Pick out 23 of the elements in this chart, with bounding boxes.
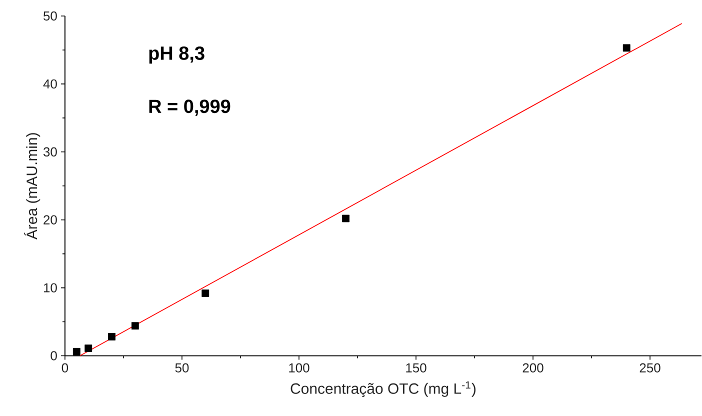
y-axis-title: Área (mAU.min) [24,133,40,240]
point [202,290,210,298]
annotation: pH 8,3 [149,46,204,64]
point [131,322,139,330]
annotation: R = 0,999 [149,100,230,116]
x-axis-title: Concentração OTC (mg L$^{-1}$) [290,381,476,398]
x-tick-label: 150 [406,363,426,373]
x-tick-label: 250 [640,363,660,373]
point [84,344,92,352]
point [342,214,350,222]
x-tick-label: 0 [62,363,68,373]
y-tick-label: 40 [43,79,57,89]
y-tick-label: 10 [44,283,57,293]
point [108,333,116,341]
x-tick-label: 50 [175,363,189,373]
y-tick-label: 30 [43,147,57,157]
y-tick-label: 0 [50,351,57,360]
y-tick-label: 20 [44,215,57,225]
x-tick-label: 100 [289,363,310,373]
point [622,44,630,52]
y-tick-label: 50 [43,12,57,21]
point [72,348,80,356]
x-tick-label: 200 [522,363,544,373]
